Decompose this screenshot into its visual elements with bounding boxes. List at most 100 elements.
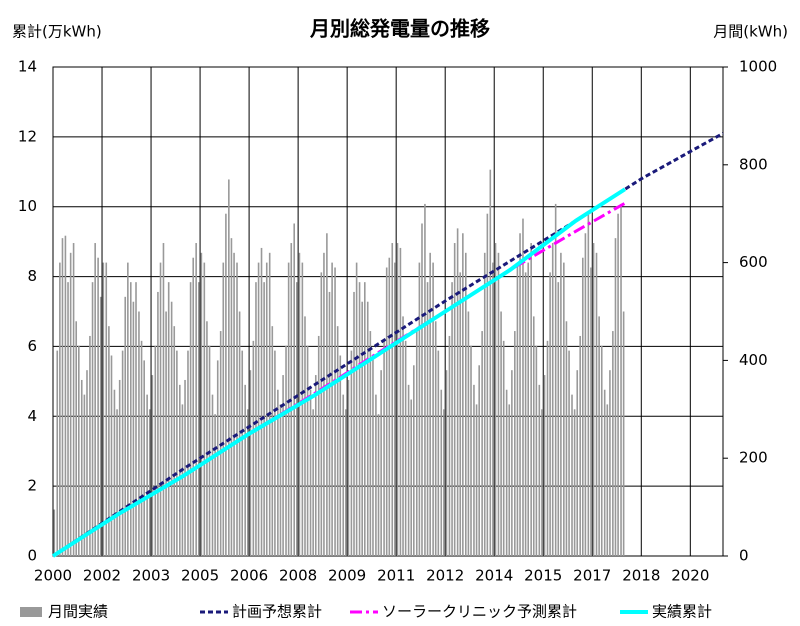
bar	[522, 218, 524, 556]
bar	[345, 409, 347, 556]
bar	[410, 399, 413, 556]
bar	[353, 291, 355, 556]
bar	[113, 389, 116, 556]
x-tick-label: 2017	[573, 567, 611, 585]
legend-label: 実績累計	[652, 603, 712, 621]
bar	[467, 311, 470, 556]
x-tick-label: 2020	[671, 567, 709, 585]
bar	[571, 394, 573, 556]
bar	[312, 409, 314, 556]
bar	[252, 340, 255, 556]
bar	[396, 243, 399, 557]
bar	[483, 252, 486, 556]
bar	[363, 282, 366, 556]
bar	[342, 394, 345, 556]
bar	[89, 335, 91, 556]
bar	[214, 414, 216, 556]
bar	[181, 404, 184, 556]
bar	[143, 360, 145, 556]
bar	[494, 243, 497, 557]
bar	[265, 262, 268, 556]
bar	[110, 355, 113, 556]
bar	[445, 370, 448, 556]
bar	[124, 296, 127, 556]
chart-title: 月別総発電量の推移	[309, 17, 490, 41]
bar	[135, 282, 137, 556]
y-tick-label: 12	[18, 127, 37, 145]
x-tick-label: 2003	[132, 567, 170, 585]
bar	[415, 331, 418, 556]
bar	[500, 311, 502, 556]
bar	[216, 360, 219, 556]
bar	[118, 379, 121, 556]
x-tick-label: 2006	[230, 567, 268, 585]
bar	[456, 228, 459, 556]
bar	[590, 267, 592, 556]
bar	[532, 316, 535, 556]
bar	[326, 233, 328, 556]
bar	[350, 350, 353, 556]
bar	[475, 404, 478, 556]
x-tick-label: 2002	[83, 567, 121, 585]
plot-area	[52, 66, 724, 557]
bar	[399, 247, 402, 556]
x-tick-label: 2008	[279, 567, 317, 585]
bar	[418, 262, 421, 556]
bar	[309, 389, 312, 556]
bar	[323, 252, 325, 556]
bar	[336, 326, 339, 556]
bar	[64, 235, 67, 556]
bar	[151, 375, 154, 556]
bar	[282, 375, 284, 556]
bar	[470, 345, 472, 556]
bar	[366, 301, 369, 556]
bar	[462, 233, 464, 556]
bar	[157, 291, 159, 556]
bar	[402, 316, 404, 556]
bar	[584, 233, 587, 556]
bar	[440, 389, 443, 556]
bar	[598, 316, 600, 556]
bar	[225, 213, 227, 556]
bar	[413, 365, 415, 556]
bar	[97, 257, 99, 556]
bar	[80, 379, 83, 556]
legend-label: 計画予想累計	[232, 603, 322, 621]
bar	[355, 262, 358, 556]
bar	[233, 252, 235, 556]
bar	[388, 257, 391, 556]
bar	[274, 350, 276, 556]
bar	[230, 238, 233, 556]
bar	[434, 321, 437, 556]
bar	[132, 301, 135, 556]
bar	[304, 316, 306, 556]
bar	[565, 321, 568, 556]
bar	[535, 345, 538, 556]
bar	[268, 252, 271, 556]
bar	[72, 243, 75, 557]
bar	[138, 311, 140, 556]
bar	[277, 389, 279, 556]
y2-tick-label: 800	[739, 155, 768, 173]
bar	[255, 282, 257, 556]
x-tick-label: 2000	[34, 567, 72, 585]
x-tick-label: 2009	[328, 567, 366, 585]
bar	[162, 243, 165, 557]
legend-label: ソーラークリニック予測累計	[382, 603, 577, 621]
bar	[331, 262, 333, 556]
bar	[263, 282, 265, 556]
bar	[620, 203, 622, 557]
y2-tick-label: 600	[739, 253, 768, 271]
bar	[622, 311, 625, 556]
bar	[568, 350, 570, 556]
bar	[94, 243, 96, 557]
y2-tick-label: 0	[739, 547, 749, 565]
bar	[614, 238, 617, 556]
bar	[187, 350, 189, 556]
y-tick-label: 10	[18, 197, 37, 215]
bar	[551, 243, 554, 557]
bar	[505, 389, 508, 556]
bar	[129, 282, 132, 556]
bar	[121, 350, 124, 556]
